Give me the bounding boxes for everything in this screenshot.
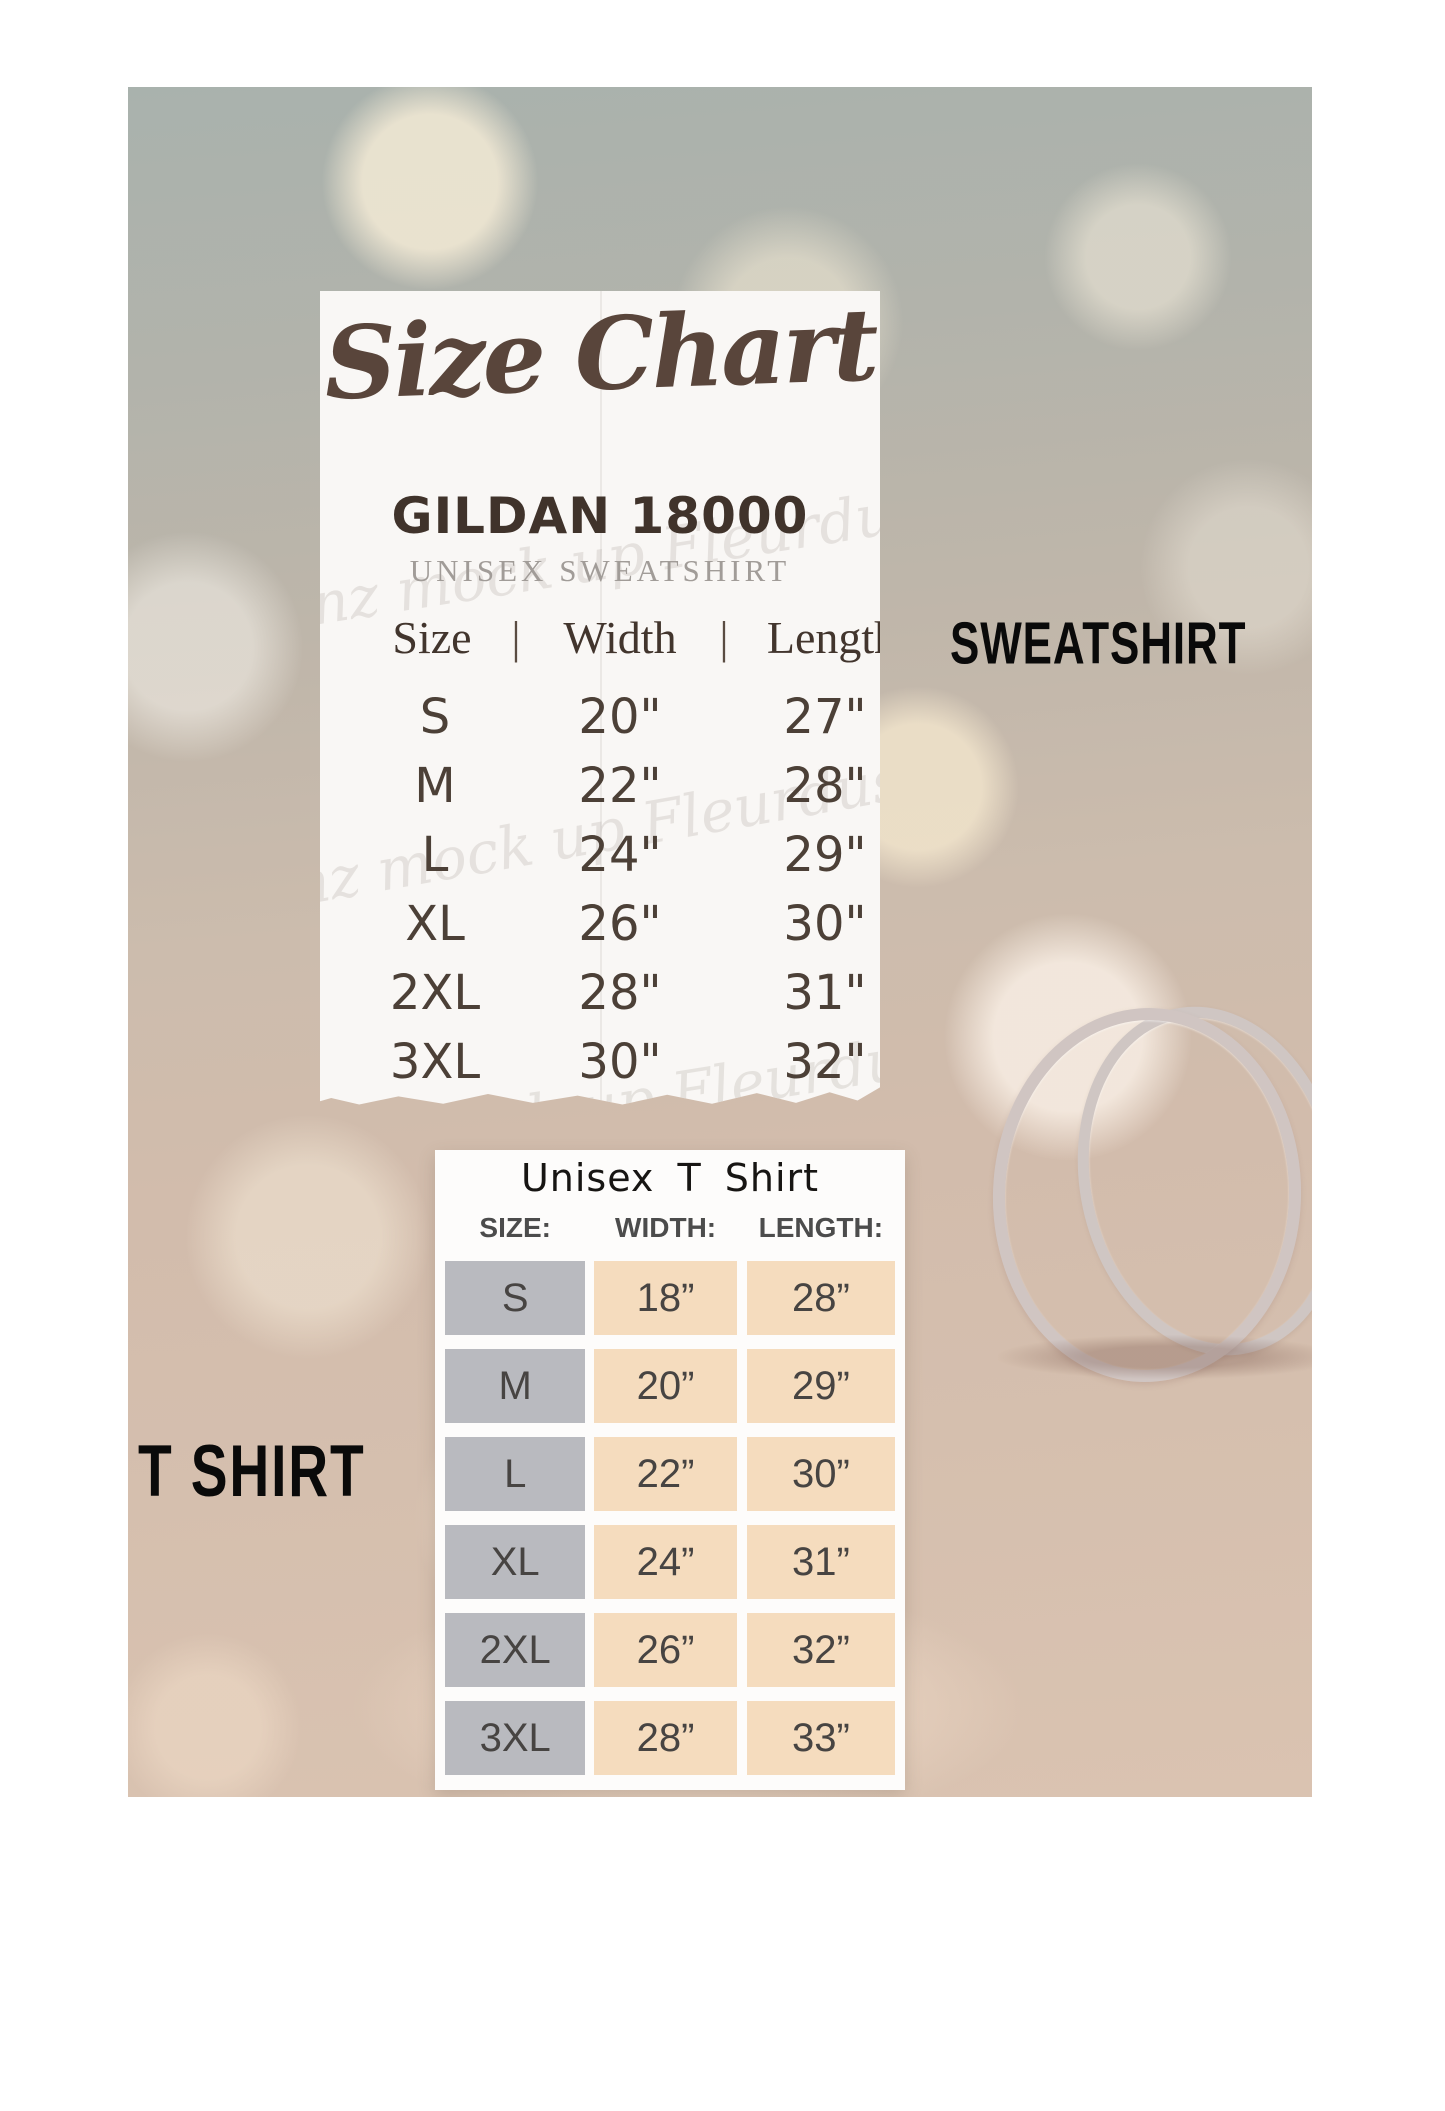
- width-value: 20": [578, 689, 662, 745]
- garment-type-subtitle: UNISEX SWEATSHIRT: [409, 553, 791, 588]
- length-value: 31”: [746, 1525, 895, 1599]
- size-value: M: [445, 1349, 586, 1423]
- sweatshirt-size-chart-card: gnz mock up Fleurdusoleil gnz mock up Fl…: [320, 291, 880, 1105]
- size-chart-title: Size Chart: [322, 285, 878, 423]
- tshirt-table-header: SIZE: WIDTH: LENGTH:: [445, 1212, 895, 1244]
- sweatshirt-table-body: S 20" 27" M 22" 28" L 24" 29" XL 26": [320, 683, 880, 1097]
- table-row: 3XL 30" 32": [320, 1028, 880, 1097]
- tshirt-label: T SHIRT: [138, 1430, 366, 1512]
- length-value: 30”: [746, 1437, 895, 1511]
- table-row: S 20" 27": [320, 683, 880, 752]
- ring-shadow: [998, 1335, 1312, 1379]
- column-header-length: LENGTH:: [758, 1212, 884, 1243]
- length-value: 32": [783, 1034, 867, 1090]
- sweatshirt-label: SWEATSHIRT: [950, 610, 1247, 677]
- table-row: 2XL 26” 32”: [445, 1613, 895, 1687]
- table-row: 3XL 28” 33”: [445, 1701, 895, 1775]
- column-separator: |: [719, 612, 729, 663]
- table-row: XL 26" 30": [320, 890, 880, 959]
- column-header-length: Length: [766, 612, 898, 663]
- width-value: 22”: [594, 1437, 737, 1511]
- width-value: 28”: [594, 1701, 737, 1775]
- size-value: S: [419, 689, 451, 745]
- table-row: 2XL 28" 31": [320, 959, 880, 1028]
- length-value: 30": [783, 896, 867, 952]
- size-value: L: [445, 1437, 586, 1511]
- length-value: 31": [783, 965, 867, 1021]
- table-row: M 20” 29”: [445, 1349, 895, 1423]
- card-fold-line: [600, 291, 602, 1105]
- width-value: 26": [578, 896, 662, 952]
- size-value: 3XL: [445, 1701, 586, 1775]
- column-header-size: Size: [392, 612, 472, 663]
- size-value: 2XL: [445, 1613, 586, 1687]
- table-row: L 24" 29": [320, 821, 880, 890]
- width-value: 22": [578, 758, 662, 814]
- width-value: 24”: [594, 1525, 737, 1599]
- width-value: 26”: [594, 1613, 737, 1687]
- size-value: S: [445, 1261, 586, 1335]
- tshirt-size-chart-card: Unisex T Shirt SIZE: WIDTH: LENGTH: S 18…: [435, 1150, 905, 1790]
- column-separator: |: [511, 612, 521, 663]
- brand-name: GILDAN 18000: [391, 487, 809, 545]
- length-value: 27": [783, 689, 867, 745]
- size-value: XL: [445, 1525, 586, 1599]
- column-header-size: SIZE:: [479, 1212, 551, 1243]
- size-value: 2XL: [389, 965, 481, 1021]
- size-value: M: [414, 758, 456, 814]
- length-value: 28”: [746, 1261, 895, 1335]
- length-value: 29”: [746, 1349, 895, 1423]
- table-row: XL 24” 31”: [445, 1525, 895, 1599]
- width-value: 28": [578, 965, 662, 1021]
- length-value: 29": [783, 827, 867, 883]
- sweatshirt-table-header: Size | Width | Length: [320, 611, 880, 671]
- table-row: M 22" 28": [320, 752, 880, 821]
- length-value: 32”: [746, 1613, 895, 1687]
- length-value: 33”: [746, 1701, 895, 1775]
- column-header-width: Width: [563, 612, 677, 663]
- width-value: 30": [578, 1034, 662, 1090]
- table-row: L 22” 30”: [445, 1437, 895, 1511]
- width-value: 20”: [594, 1349, 737, 1423]
- size-value: 3XL: [389, 1034, 481, 1090]
- table-row: S 18” 28”: [445, 1261, 895, 1335]
- width-value: 18”: [594, 1261, 737, 1335]
- tshirt-chart-title: Unisex T Shirt: [520, 1156, 820, 1200]
- size-value: XL: [405, 896, 465, 952]
- width-value: 24": [578, 827, 662, 883]
- bokeh-background-photo: gnz mock up Fleurdusoleil gnz mock up Fl…: [128, 87, 1312, 1797]
- size-value: L: [421, 827, 449, 883]
- column-header-width: WIDTH:: [615, 1212, 717, 1243]
- length-value: 28": [783, 758, 867, 814]
